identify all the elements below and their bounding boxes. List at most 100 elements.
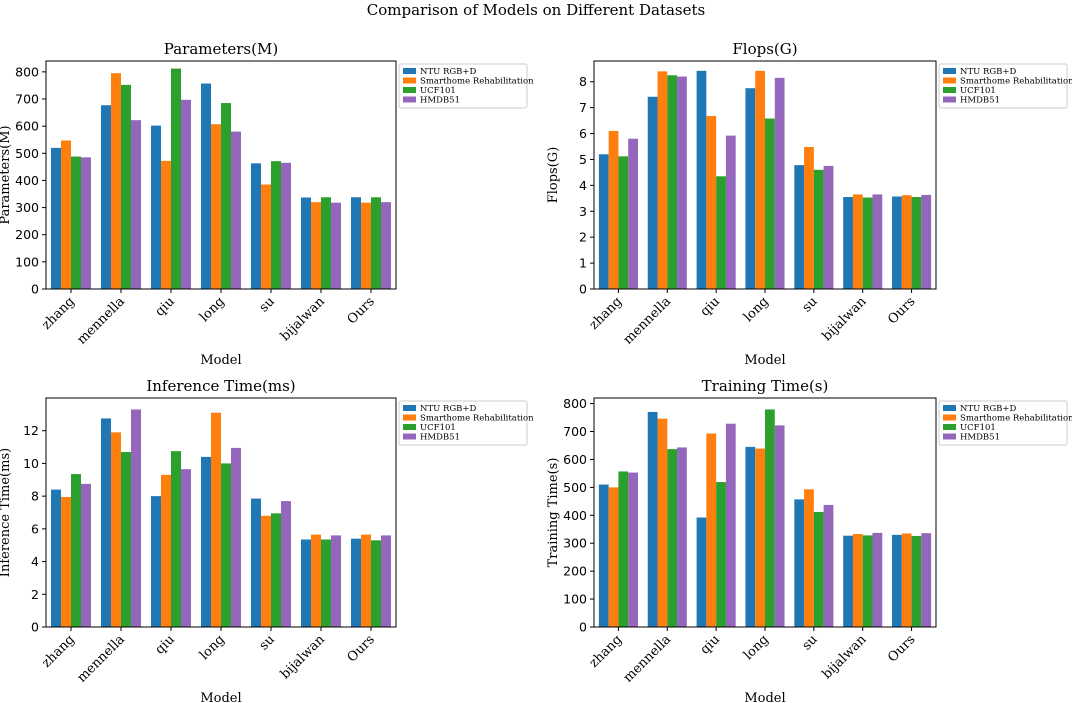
chart-inference-time-ms-bar-hmdb51-bijalwan [331, 535, 341, 627]
chart-inference-time-ms-bar-ucf101-su [271, 513, 281, 627]
chart-flops-g-xtick-label-qiu: qiu [698, 294, 723, 319]
chart-parameters-m-bar-ntu-rgb-d-ours [351, 197, 361, 289]
chart-inference-time-ms-xtick-label-qiu: qiu [152, 632, 177, 657]
chart-flops-g-xtick-label-mennella: mennella [621, 294, 675, 348]
chart-inference-time-ms-bar-hmdb51-mennella [131, 409, 141, 627]
chart-inference-time-ms-bar-smarthome-rehabilitation-mennella [111, 432, 121, 627]
chart-parameters-m-ytick-label: 700 [15, 92, 39, 107]
chart-training-time-s-xtick-label-mennella: mennella [621, 632, 675, 686]
chart-training-time-s-ytick-label: 600 [563, 452, 587, 467]
chart-inference-time-ms-xtick-label-su: su [257, 632, 278, 653]
chart-flops-g-bar-ucf101-long [765, 118, 775, 289]
chart-inference-time-ms-xtick-label-mennella: mennella [74, 632, 128, 686]
chart-flops-g-bar-hmdb51-zhang [628, 138, 638, 289]
chart-training-time-s-bar-smarthome-rehabilitation-qiu [706, 433, 717, 627]
chart-training-time-s-bar-smarthome-rehabilitation-ours [901, 533, 912, 627]
chart-parameters-m-xtick-label-zhang: zhang [39, 294, 78, 333]
chart-training-time-s-xtick-label-su: su [799, 632, 820, 653]
chart-parameters-m-xlabel: Model [200, 353, 241, 368]
chart-training-time-s-legend-swatch-hmdb51 [943, 433, 956, 440]
figure-title: Comparison of Models on Different Datase… [367, 1, 705, 19]
chart-inference-time-ms-bar-smarthome-rehabilitation-long [211, 412, 221, 627]
chart-inference-time-ms-bar-ntu-rgb-d-ours [351, 538, 361, 627]
chart-training-time-s-bar-ucf101-ours [911, 535, 922, 627]
chart-flops-g-bar-ntu-rgb-d-long [745, 88, 756, 289]
chart-flops-g-xtick-label-ours: Ours [885, 294, 918, 327]
chart-parameters-m-bar-ntu-rgb-d-bijalwan [301, 197, 311, 289]
chart-flops-g-ytick-label: 2 [579, 230, 587, 245]
chart-inference-time-ms-ytick-label: 2 [31, 587, 39, 602]
chart-flops-g-bar-ucf101-qiu [716, 176, 726, 289]
chart-flops-g-bar-smarthome-rehabilitation-mennella [657, 71, 668, 289]
chart-inference-time-ms-bar-hmdb51-zhang [81, 483, 91, 627]
chart-inference-time-ms-xtick-label-long: long [197, 632, 228, 663]
chart-flops-g-bar-ntu-rgb-d-zhang [598, 154, 609, 289]
chart-flops-g-legend-swatch-ntu-rgb-d [943, 68, 956, 74]
chart-inference-time-ms-ytick-label: 4 [31, 554, 39, 569]
chart-flops-g-ytick-label: 3 [579, 204, 587, 219]
chart-parameters-m-legend-label-smarthome-rehabilitation: Smarthome Rehabilitation [420, 77, 534, 87]
chart-inference-time-ms-legend-label-ucf101: UCF101 [420, 423, 456, 433]
chart-training-time-s-bar-hmdb51-mennella [677, 447, 687, 627]
chart-parameters-m-bar-hmdb51-mennella [131, 120, 141, 290]
chart-flops-g-legend-swatch-smarthome-rehabilitation [943, 77, 956, 84]
chart-training-time-s-ytick-label: 0 [579, 620, 587, 635]
chart-parameters-m-bar-hmdb51-zhang [81, 157, 91, 289]
chart-parameters-m-bar-ntu-rgb-d-qiu [151, 125, 161, 289]
chart-parameters-m-bar-ntu-rgb-d-mennella [101, 105, 111, 289]
chart-parameters-m-bar-ucf101-bijalwan [321, 197, 331, 289]
chart-parameters-m-bar-ucf101-mennella [121, 84, 131, 289]
chart-flops-g-bar-ntu-rgb-d-ours [892, 196, 902, 289]
chart-parameters-m-legend-swatch-ucf101 [403, 87, 416, 93]
chart-parameters-m-bar-hmdb51-qiu [181, 99, 191, 289]
chart-parameters-m-bar-smarthome-rehabilitation-qiu [161, 160, 171, 289]
chart-flops-g-legend-label-ntu-rgb-d: NTU RGB+D [960, 67, 1017, 77]
chart-inference-time-ms-legend-label-ntu-rgb-d: NTU RGB+D [420, 404, 477, 414]
chart-flops-g-bar-hmdb51-ours [921, 194, 932, 289]
chart-flops-g-legend-label-ucf101: UCF101 [960, 86, 996, 96]
chart-training-time-s-bar-smarthome-rehabilitation-mennella [657, 418, 668, 627]
chart-flops-g-bar-ucf101-su [813, 169, 824, 289]
chart-training-time-s-bar-hmdb51-long [774, 425, 785, 627]
chart-training-time-s-bar-ucf101-bijalwan [862, 535, 873, 627]
chart-training-time-s-bar-smarthome-rehabilitation-long [755, 448, 765, 627]
chart-parameters-m-bar-hmdb51-ours [381, 202, 391, 289]
chart-flops-g-ytick-label: 5 [579, 152, 587, 167]
chart-inference-time-ms-xlabel: Model [200, 691, 241, 703]
chart-flops-g-legend-swatch-hmdb51 [943, 96, 956, 103]
chart-inference-time-ms-bar-smarthome-rehabilitation-bijalwan [311, 534, 321, 627]
chart-parameters-m-bar-hmdb51-bijalwan [331, 202, 341, 289]
chart-flops-g-ytick-label: 8 [579, 74, 587, 89]
chart-inference-time-ms-legend-label-smarthome-rehabilitation: Smarthome Rehabilitation [420, 414, 534, 424]
chart-inference-time-ms-bar-ucf101-long [221, 463, 231, 627]
chart-inference-time-ms-bar-ntu-rgb-d-su [251, 498, 261, 627]
chart-parameters-m-bar-smarthome-rehabilitation-zhang [61, 140, 71, 289]
chart-flops-g-legend-label-hmdb51: HMDB51 [960, 96, 1000, 106]
chart-parameters-m-ytick-label: 500 [15, 146, 39, 161]
chart-flops-g-bar-smarthome-rehabilitation-qiu [706, 115, 717, 289]
chart-training-time-s-bar-ntu-rgb-d-long [745, 446, 756, 627]
chart-inference-time-ms-bar-ntu-rgb-d-long [201, 456, 211, 627]
chart-training-time-s-title: Training Time(s) [702, 377, 829, 395]
chart-flops-g-xtick-label-su: su [799, 294, 820, 315]
chart-training-time-s-bar-smarthome-rehabilitation-su [804, 489, 814, 627]
chart-parameters-m-legend-label-ntu-rgb-d: NTU RGB+D [420, 67, 477, 77]
chart-parameters-m-bar-ucf101-su [271, 161, 281, 289]
chart-inference-time-ms-ytick-label: 6 [31, 521, 39, 536]
chart-inference-time-ms-legend-frame [398, 400, 528, 446]
chart-training-time-s-legend-swatch-ucf101 [943, 424, 956, 430]
chart-flops-g-title: Flops(G) [732, 40, 797, 58]
chart-parameters-m-legend-label-hmdb51: HMDB51 [420, 96, 460, 106]
chart-training-time-s-bar-hmdb51-bijalwan [872, 532, 883, 627]
chart-inference-time-ms-bar-ucf101-zhang [71, 474, 81, 627]
chart-training-time-s-xtick-label-long: long [741, 632, 772, 663]
chart-flops-g-bar-ntu-rgb-d-mennella [647, 96, 658, 289]
chart-parameters-m-bar-hmdb51-long [231, 131, 241, 289]
chart-inference-time-ms-bar-ucf101-bijalwan [321, 539, 331, 627]
chart-parameters-m-xtick-label-long: long [197, 294, 228, 325]
chart-training-time-s-xtick-label-zhang: zhang [587, 632, 626, 671]
chart-parameters-m-ytick-label: 600 [15, 119, 39, 134]
chart-training-time-s-ytick-label: 200 [563, 564, 587, 579]
chart-parameters-m-ytick-label: 200 [15, 227, 39, 242]
